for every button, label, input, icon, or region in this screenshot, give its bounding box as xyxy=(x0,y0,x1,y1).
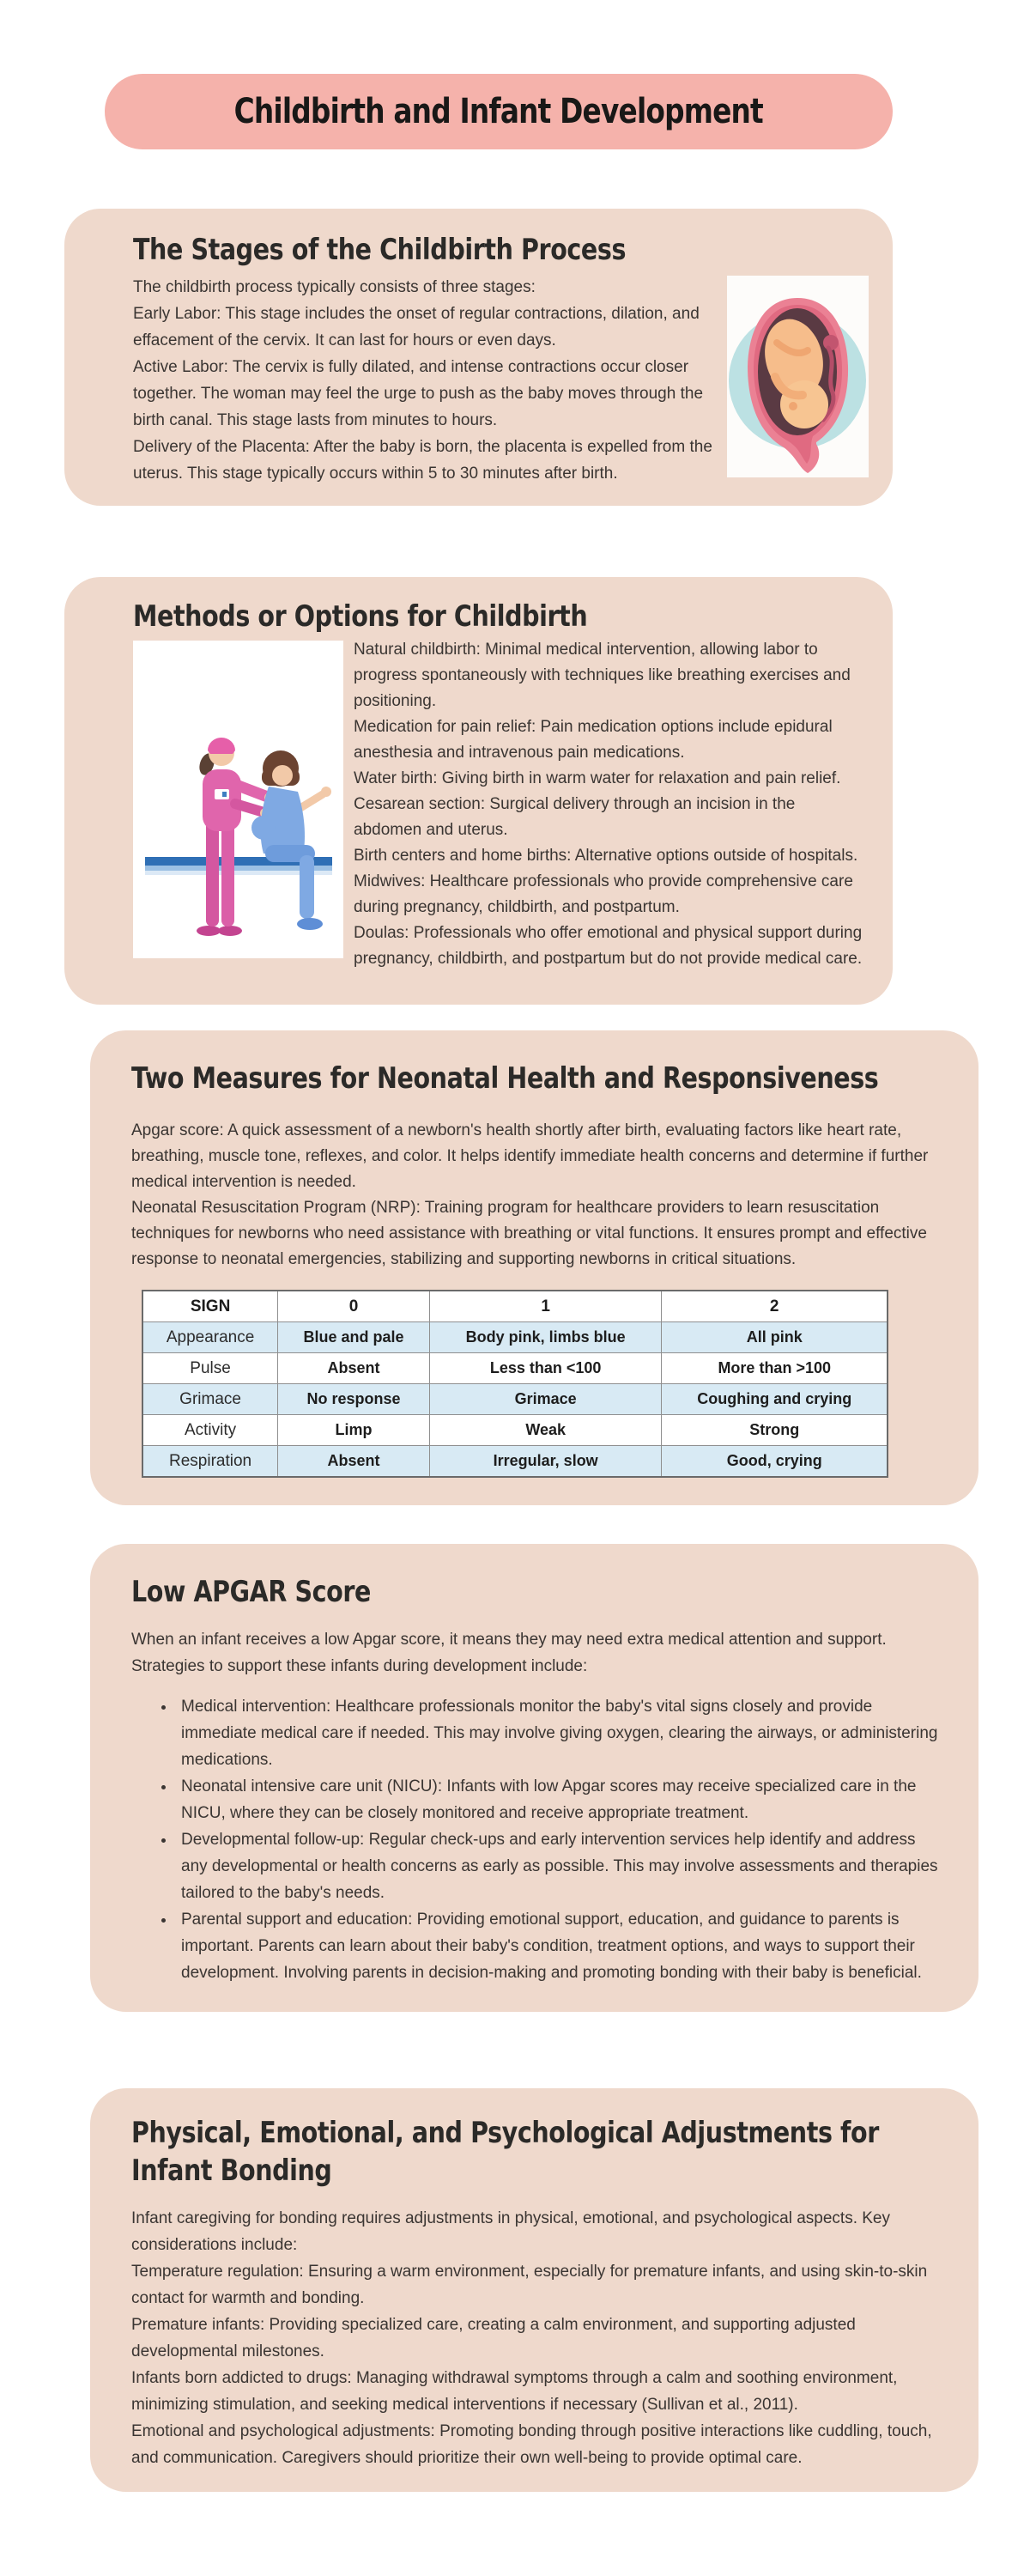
adjustment-item: Premature infants: Providing specialized… xyxy=(131,2316,856,2360)
stages-content-row: The childbirth process typically consist… xyxy=(133,274,869,487)
table-row: Respiration Absent Irregular, slow Good,… xyxy=(142,1445,888,1478)
apgar-value: Blue and pale xyxy=(277,1321,430,1353)
methods-text-block: Natural childbirth: Minimal medical inte… xyxy=(354,637,863,972)
stage-item: Early Labor: This stage includes the ons… xyxy=(133,305,700,349)
apgar-header-sign: SIGN xyxy=(142,1290,279,1322)
method-item: Doulas: Professionals who offer emotiona… xyxy=(354,924,863,968)
apgar-sign: Pulse xyxy=(142,1352,279,1384)
method-item: Midwives: Healthcare professionals who p… xyxy=(354,872,853,916)
list-item: Medical intervention: Healthcare profess… xyxy=(176,1693,940,1773)
stages-heading: The Stages of the Childbirth Process xyxy=(133,233,627,267)
apgar-value: Grimace xyxy=(428,1383,663,1415)
midwife-assisting-pregnant-woman-illustration xyxy=(133,641,343,958)
apgar-value: Less than <100 xyxy=(428,1352,663,1384)
apgar-value: Strong xyxy=(661,1414,888,1446)
section-childbirth-stages-card: The Stages of the Childbirth Process The… xyxy=(64,209,893,506)
method-item: Medication for pain relief: Pain medicat… xyxy=(354,718,833,762)
section-neonatal-measures-card: Two Measures for Neonatal Health and Res… xyxy=(90,1030,978,1505)
apgar-value: No response xyxy=(277,1383,430,1415)
stages-intro: The childbirth process typically consist… xyxy=(133,278,536,296)
apgar-value: Body pink, limbs blue xyxy=(428,1321,663,1353)
apgar-value: Absent xyxy=(277,1445,430,1478)
stage-item: Delivery of the Placenta: After the baby… xyxy=(133,438,712,483)
apgar-value: Limp xyxy=(277,1414,430,1446)
section-childbirth-methods-card: Methods or Options for Childbirth xyxy=(64,577,893,1005)
apgar-table-header-row: SIGN 0 1 2 xyxy=(142,1290,888,1322)
fetus-in-womb-illustration xyxy=(727,276,869,477)
apgar-sign: Grimace xyxy=(142,1383,279,1415)
title-banner: Childbirth and Infant Development xyxy=(105,74,893,149)
method-item: Natural childbirth: Minimal medical inte… xyxy=(354,641,851,710)
adjustments-heading: Physical, Emotional, and Psychological A… xyxy=(131,2114,879,2190)
apgar-value: Absent xyxy=(277,1352,430,1384)
apgar-sign: Appearance xyxy=(142,1321,279,1353)
methods-content-row: Natural childbirth: Minimal medical inte… xyxy=(133,637,863,972)
apgar-header-1: 1 xyxy=(428,1290,663,1322)
measures-text-block: Apgar score: A quick assessment of a new… xyxy=(131,1118,940,1273)
table-row: Grimace No response Grimace Coughing and… xyxy=(142,1383,888,1415)
measures-heading: Two Measures for Neonatal Health and Res… xyxy=(131,1061,879,1096)
table-row: Pulse Absent Less than <100 More than >1… xyxy=(142,1352,888,1384)
table-row: Appearance Blue and pale Body pink, limb… xyxy=(142,1321,888,1353)
adjustments-heading-line: Physical, Emotional, and Psychological A… xyxy=(131,2116,879,2150)
low-apgar-strategies-list: Medical intervention: Healthcare profess… xyxy=(131,1693,940,1986)
method-item: Cesarean section: Surgical delivery thro… xyxy=(354,795,796,839)
apgar-value: Weak xyxy=(428,1414,663,1446)
section-infant-bonding-card: Physical, Emotional, and Psychological A… xyxy=(90,2088,978,2492)
apgar-header-0: 0 xyxy=(277,1290,430,1322)
apgar-header-2: 2 xyxy=(661,1290,888,1322)
apgar-sign: Activity xyxy=(142,1414,279,1446)
list-item: Parental support and education: Providin… xyxy=(176,1906,940,1986)
method-item: Water birth: Giving birth in warm water … xyxy=(354,769,841,787)
apgar-score-table: SIGN 0 1 2 Appearance Blue and pale Body… xyxy=(142,1290,888,1478)
low-apgar-heading: Low APGAR Score xyxy=(131,1575,371,1609)
apgar-value: Good, crying xyxy=(661,1445,888,1478)
apgar-value: All pink xyxy=(661,1321,888,1353)
adjustments-text-block: Infant caregiving for bonding requires a… xyxy=(131,2205,940,2471)
adjustment-item: Infants born addicted to drugs: Managing… xyxy=(131,2369,898,2414)
measures-paragraph: Apgar score: A quick assessment of a new… xyxy=(131,1121,929,1191)
section-low-apgar-card: Low APGAR Score When an infant receives … xyxy=(90,1544,978,2012)
methods-heading: Methods or Options for Childbirth xyxy=(133,599,588,634)
adjustment-item: Emotional and psychological adjustments:… xyxy=(131,2422,932,2467)
method-item: Birth centers and home births: Alternati… xyxy=(354,847,858,865)
list-item: Neonatal intensive care unit (NICU): Inf… xyxy=(176,1773,940,1826)
stage-item: Active Labor: The cervix is fully dilate… xyxy=(133,358,704,429)
apgar-value: Coughing and crying xyxy=(661,1383,888,1415)
apgar-sign: Respiration xyxy=(142,1445,279,1478)
measures-paragraph: Neonatal Resuscitation Program (NRP): Tr… xyxy=(131,1199,927,1268)
low-apgar-intro: When an infant receives a low Apgar scor… xyxy=(131,1631,887,1675)
table-row: Activity Limp Weak Strong xyxy=(142,1414,888,1446)
list-item: Developmental follow-up: Regular check-u… xyxy=(176,1826,940,1906)
stages-text-block: The childbirth process typically consist… xyxy=(133,274,715,487)
page-title: Childbirth and Infant Development xyxy=(233,92,764,131)
adjustment-item: Infant caregiving for bonding requires a… xyxy=(131,2209,891,2254)
apgar-value: More than >100 xyxy=(661,1352,888,1384)
adjustment-item: Temperature regulation: Ensuring a warm … xyxy=(131,2263,928,2307)
adjustments-heading-line: Infant Bonding xyxy=(131,2154,332,2188)
apgar-value: Irregular, slow xyxy=(428,1445,663,1478)
